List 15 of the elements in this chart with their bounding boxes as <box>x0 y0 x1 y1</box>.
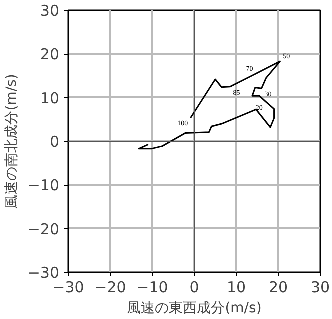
x-tick-label: −20 <box>94 278 126 296</box>
x-tick-label: −10 <box>136 278 168 296</box>
y-tick-label: −10 <box>28 176 60 195</box>
y-tick-label: 20 <box>40 46 60 64</box>
y-tick-label: 10 <box>40 89 60 108</box>
y-tick-label: −20 <box>28 220 60 238</box>
x-tick-label: 10 <box>226 278 246 296</box>
x-tick-label: 0 <box>190 278 200 296</box>
x-axis-title: 風速の東西成分(m/s) <box>127 300 262 316</box>
line-series <box>138 60 281 150</box>
x-tick-label: 30 <box>310 278 330 296</box>
y-tick-label: 0 <box>50 133 60 151</box>
y-tick-label: 30 <box>40 2 60 20</box>
x-tick-label: 20 <box>268 278 288 296</box>
y-axis-title: 風速の南北成分(m/s) <box>4 74 20 209</box>
